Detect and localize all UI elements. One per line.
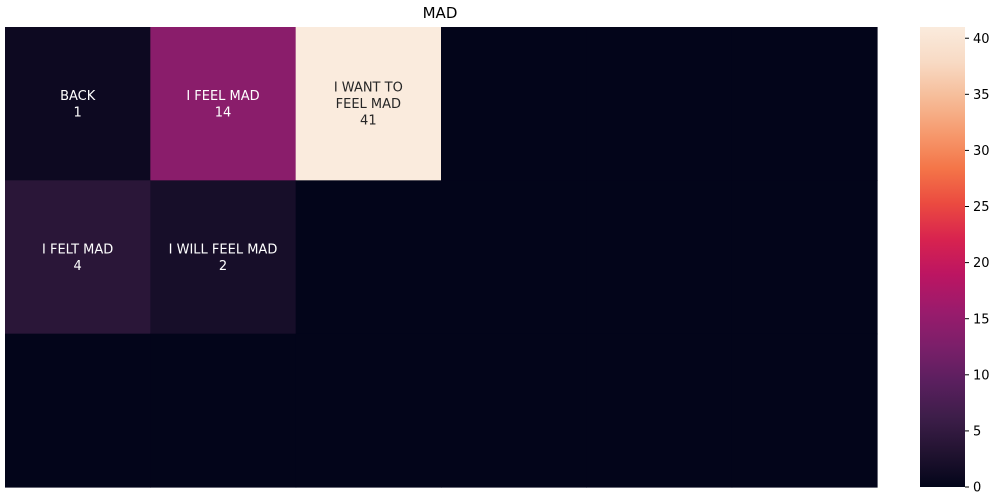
heatmap-cell bbox=[295, 333, 442, 488]
colorbar-gradient bbox=[920, 27, 965, 487]
colorbar-tick-label: 20 bbox=[973, 256, 990, 271]
heatmap-cell bbox=[441, 180, 587, 335]
colorbar-tick-label: 10 bbox=[973, 368, 990, 383]
heatmap-cell bbox=[586, 333, 733, 488]
colorbar-tick-label: 35 bbox=[973, 88, 990, 103]
heatmap-cell bbox=[150, 333, 297, 488]
heatmap-cell bbox=[441, 333, 587, 488]
heatmap-cell-label: I WILL FEEL MAD 2 bbox=[169, 242, 278, 273]
heatmap-cell bbox=[150, 27, 297, 181]
colorbar-tick-label: 25 bbox=[973, 200, 990, 215]
heatmap-cell bbox=[586, 180, 733, 335]
heatmap-cell-label: BACK 1 bbox=[60, 89, 96, 121]
heatmap-cell bbox=[586, 27, 733, 181]
heatmap-cell bbox=[5, 27, 151, 181]
colorbar: 0 5 10 15 20 25 30 35 40 bbox=[920, 27, 990, 496]
colorbar-tick-label: 40 bbox=[973, 32, 990, 47]
heatmap-cell bbox=[295, 27, 442, 181]
heatmap-cells bbox=[5, 27, 878, 488]
heatmap-cell bbox=[441, 27, 587, 181]
colorbar-tick-label: 5 bbox=[973, 424, 981, 439]
colorbar-tick-label: 0 bbox=[973, 481, 981, 496]
colorbar-tick-label: 15 bbox=[973, 312, 990, 327]
chart-title: MAD bbox=[423, 4, 458, 22]
heatmap-cell-label: I FELT MAD 4 bbox=[42, 242, 113, 273]
heatmap-cell bbox=[731, 180, 878, 335]
colorbar-tick-label: 30 bbox=[973, 144, 990, 159]
heatmap-cell-label: I FEEL MAD 14 bbox=[186, 89, 259, 121]
heatmap-cell bbox=[731, 27, 878, 181]
heatmap-cell bbox=[5, 333, 151, 488]
heatmap-cell bbox=[295, 180, 442, 335]
heatmap-cell-labels: BACK 1 I FEEL MAD 14 I WANT TO FEEL MAD 41 I FE… bbox=[42, 81, 403, 274]
heatmap-cell bbox=[150, 180, 297, 335]
heatmap-cell-label: I WANT TO FEEL MAD 41 bbox=[334, 81, 403, 129]
heatmap-cell bbox=[731, 333, 878, 488]
heatmap-cell bbox=[5, 180, 151, 335]
